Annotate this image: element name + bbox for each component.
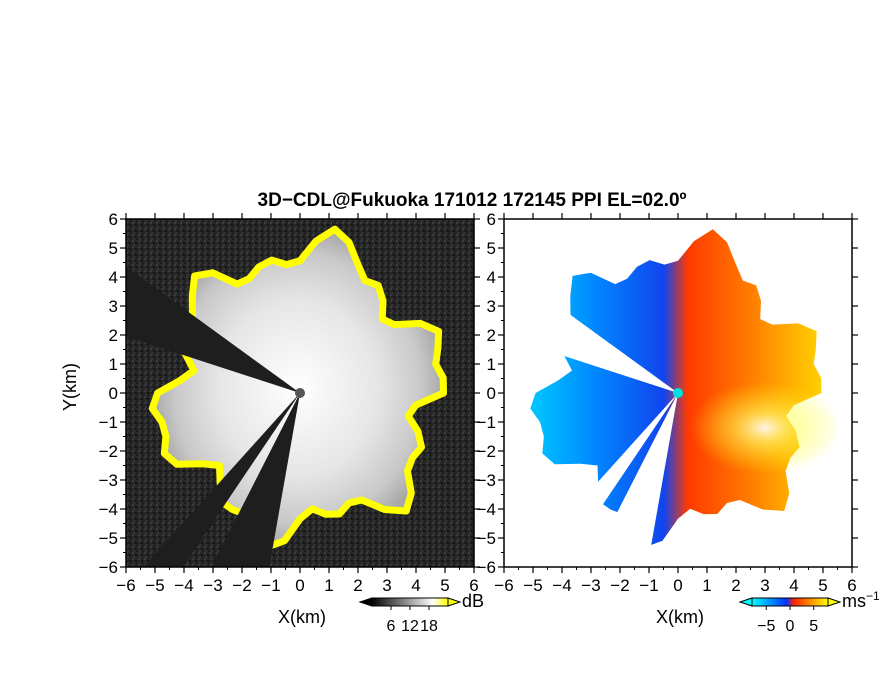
x-tick-label: 2 bbox=[731, 576, 740, 595]
x-tick-label: 6 bbox=[469, 576, 478, 595]
y-tick-label: −1 bbox=[99, 413, 118, 432]
x-tick-label: 1 bbox=[324, 576, 333, 595]
backscatter-ticks: −6 −5 −4 −3 −2 −1 0 1 2 3 4 5 6 −6 −5 −4 −3 −2 −1 0 1 2 3 4 5 6 bbox=[99, 210, 480, 595]
y-tick-label: −5 bbox=[99, 529, 118, 548]
colorbar-tick-label: 0 bbox=[786, 618, 795, 635]
x-tick-label: 1 bbox=[702, 576, 711, 595]
y-axis-title: Y(km) bbox=[60, 363, 80, 411]
high-backscatter-rim bbox=[148, 225, 447, 551]
colorbar-high-arrow bbox=[827, 597, 842, 607]
y-tick-label: −3 bbox=[99, 471, 118, 490]
y-tick-label: 1 bbox=[487, 355, 496, 374]
x-tick-label: 4 bbox=[411, 576, 420, 595]
radar-site-marker bbox=[673, 388, 683, 398]
colorbar-unit-exponent: −1 bbox=[866, 589, 880, 603]
blocked-sector bbox=[521, 393, 678, 567]
x-axis-title: X(km) bbox=[278, 607, 326, 627]
colorbar-high-arrow bbox=[447, 597, 462, 607]
x-tick-label: 3 bbox=[382, 576, 391, 595]
blocked-sector bbox=[126, 266, 300, 393]
y-tick-label: −4 bbox=[99, 500, 118, 519]
x-tick-label: −1 bbox=[261, 576, 280, 595]
x-tick-label: −5 bbox=[523, 576, 542, 595]
figure-title: 3D−CDL@Fukuoka 171012 172145 PPI EL=02.0… bbox=[258, 190, 687, 211]
y-tick-label: 5 bbox=[487, 239, 496, 258]
backscatter-colorbar: 6 12 18 dB bbox=[358, 591, 484, 635]
y-tick-label: −6 bbox=[477, 558, 496, 577]
colorbar-unit-base: ms bbox=[842, 591, 866, 611]
x-tick-label: −6 bbox=[116, 576, 135, 595]
colorbar-low-arrow bbox=[358, 597, 373, 607]
y-tick-label: 6 bbox=[487, 210, 496, 229]
blocked-sector bbox=[143, 393, 300, 567]
blocked-sectors bbox=[126, 266, 300, 567]
colorbar-tick-label: 6 bbox=[387, 618, 396, 635]
y-tick-label: −3 bbox=[477, 471, 496, 490]
y-tick-label: 3 bbox=[109, 297, 118, 316]
colorbar-tick-label: 5 bbox=[809, 618, 818, 635]
blocked-sector bbox=[504, 266, 678, 393]
y-tick-label: −5 bbox=[477, 529, 496, 548]
y-tick-label: 4 bbox=[487, 268, 496, 287]
y-tick-label: −4 bbox=[477, 500, 496, 519]
colorbar-gradient bbox=[751, 597, 829, 607]
y-tick-label: 1 bbox=[109, 355, 118, 374]
colorbar-unit: ms−1 bbox=[842, 589, 880, 611]
x-tick-label: 5 bbox=[440, 576, 449, 595]
y-tick-label: 2 bbox=[109, 326, 118, 345]
y-tick-label: 6 bbox=[109, 210, 118, 229]
velocity-panel: −6 −5 −4 −3 −2 −1 0 1 2 3 4 5 6 −6 −5 −4 −3 −2 −1 0 1 2 3 4 5 6 X… bbox=[477, 210, 880, 635]
blocked-sectors bbox=[504, 266, 678, 567]
x-tick-label: −3 bbox=[203, 576, 222, 595]
y-tick-label: 4 bbox=[109, 268, 118, 287]
y-tick-label: 3 bbox=[487, 297, 496, 316]
x-tick-label: 4 bbox=[789, 576, 798, 595]
y-tick-label: −6 bbox=[99, 558, 118, 577]
y-tick-label: −2 bbox=[99, 442, 118, 461]
x-tick-label: −4 bbox=[552, 576, 571, 595]
colorbar-unit-base: dB bbox=[462, 591, 484, 611]
colorbar-tick-label: −5 bbox=[757, 618, 775, 635]
y-tick-label: 0 bbox=[109, 384, 118, 403]
x-axis-title: X(km) bbox=[656, 607, 704, 627]
x-tick-label: 2 bbox=[353, 576, 362, 595]
velocity-ticks: −6 −5 −4 −3 −2 −1 0 1 2 3 4 5 6 −6 −5 −4 −3 −2 −1 0 1 2 3 4 5 6 bbox=[477, 210, 858, 595]
x-tick-label: 5 bbox=[818, 576, 827, 595]
x-tick-label: 6 bbox=[847, 576, 856, 595]
x-tick-label: −2 bbox=[610, 576, 629, 595]
x-tick-label: −6 bbox=[494, 576, 513, 595]
colorbar-low-arrow bbox=[738, 597, 753, 607]
colorbar-tick-label: 12 bbox=[401, 618, 419, 635]
x-tick-label: 0 bbox=[673, 576, 682, 595]
colorbar-tick-label: 18 bbox=[420, 618, 438, 635]
blocked-sector bbox=[589, 393, 678, 567]
colorbar-gradient bbox=[371, 597, 449, 607]
colorbar-unit: dB bbox=[462, 591, 484, 611]
velocity-strong-core bbox=[689, 381, 841, 475]
radar-site-marker bbox=[295, 388, 305, 398]
x-tick-label: −5 bbox=[145, 576, 164, 595]
y-tick-label: 2 bbox=[487, 326, 496, 345]
x-tick-label: 3 bbox=[760, 576, 769, 595]
y-tick-label: 0 bbox=[487, 384, 496, 403]
backscatter-echo-region bbox=[152, 229, 444, 548]
velocity-colorbar: −5 0 5 ms−1 bbox=[738, 589, 880, 635]
x-tick-label: −4 bbox=[174, 576, 193, 595]
x-tick-label: −3 bbox=[581, 576, 600, 595]
y-tick-label: 5 bbox=[109, 239, 118, 258]
x-tick-label: −1 bbox=[639, 576, 658, 595]
x-tick-label: −2 bbox=[232, 576, 251, 595]
y-tick-label: −1 bbox=[477, 413, 496, 432]
x-tick-label: 0 bbox=[295, 576, 304, 595]
y-tick-label: −2 bbox=[477, 442, 496, 461]
blocked-sector bbox=[211, 393, 300, 567]
